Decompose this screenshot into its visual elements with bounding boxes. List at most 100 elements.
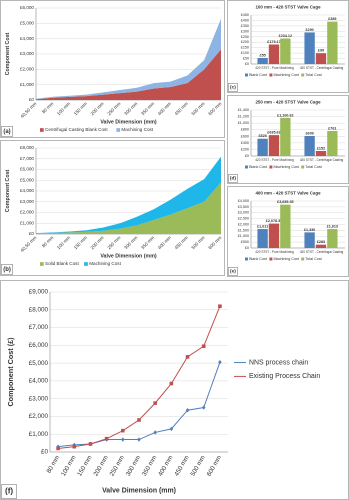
bar (257, 138, 268, 156)
legend-swatch (269, 257, 273, 261)
legend-swatch (40, 262, 44, 266)
y-tick-label: £8,000 (20, 145, 34, 150)
y-tick-label: £50 (243, 57, 249, 61)
y-tick-label: £4,000 (29, 378, 49, 385)
y-tick-label: £1,000 (20, 82, 34, 87)
y-tick-label: £250 (241, 35, 249, 39)
y-tick-label: £4,000 (20, 36, 34, 41)
y-tick-label: £6,000 (20, 5, 34, 10)
y-tick-label: £2,500 (238, 217, 249, 221)
panel-frame (0, 0, 225, 138)
marker (169, 426, 174, 432)
bar (327, 21, 338, 65)
y-tick-label: £150 (241, 46, 249, 50)
y-tick-label: £3,000 (20, 51, 34, 56)
bar (304, 32, 315, 64)
y-tick-label: £300 (241, 29, 249, 33)
y-tick-label: £4,000 (20, 188, 34, 193)
y-tick-label: £200 (241, 40, 249, 44)
marker (169, 381, 174, 386)
y-tick-label: £6,000 (29, 342, 49, 349)
bar (280, 38, 291, 64)
marker (153, 430, 157, 435)
y-tick-label: £6,000 (20, 167, 34, 172)
value-label: £635.62 (267, 131, 280, 135)
bar (315, 151, 327, 156)
marker (121, 428, 125, 433)
panel-label-box (1, 484, 17, 499)
area (36, 182, 221, 234)
y-tick-label: £4,000 (238, 199, 249, 203)
y-tick-label: £2,000 (20, 210, 34, 215)
y-tick-label: £1,000 (238, 234, 249, 238)
y-tick-label: £1,000 (29, 431, 49, 438)
value-label: £761 (328, 126, 336, 130)
y-tick-label: £2,000 (238, 222, 249, 226)
marker (218, 360, 222, 365)
legend-label: Total Cost (305, 257, 321, 261)
value-label: £290 (305, 28, 313, 32)
legend-swatch (301, 73, 305, 77)
y-tick-label: £400 (241, 141, 249, 145)
panel-label-box (1, 126, 13, 137)
y-tick-label: £9,000 (29, 289, 49, 296)
value-label: £525 (258, 134, 266, 138)
y-axis-title: Component Cost (£) (6, 337, 15, 407)
x-tick-label: 420 STST - Centrifugal Casting (300, 158, 344, 162)
x-tick-label: 420 STST - Pure Machining (255, 250, 294, 254)
marker (185, 355, 190, 359)
bar (304, 232, 315, 248)
panel-label: (b) (3, 267, 11, 273)
bar (268, 135, 280, 156)
bar (327, 130, 338, 156)
legend-swatch (301, 165, 305, 169)
bar (280, 204, 291, 248)
y-tick-label: £5,000 (29, 360, 49, 367)
marker (137, 418, 141, 422)
legend-label: Solid Blank Cost (45, 261, 79, 266)
y-tick-label: £0 (29, 97, 35, 102)
x-axis-title: Valve Dimension (mm) (102, 487, 176, 494)
value-label: £1,611 (257, 225, 268, 229)
x-tick-label: 420 STST - Pure Machining (255, 158, 294, 162)
y-axis-title: Component Cost (5, 32, 11, 75)
panel-label: (d) (230, 176, 237, 182)
legend-label: Total Cost (305, 165, 321, 169)
x-tick-label: 420 STST - Pure Machining (255, 66, 294, 70)
x-tick-label: 420 STST - Centrifugal Casting (300, 250, 344, 254)
y-tick-label: £3,000 (20, 199, 34, 204)
value-label: £234.12 (279, 34, 292, 38)
legend-label: NNS process chain (249, 359, 308, 366)
y-tick-label: £0 (245, 154, 249, 158)
value-label: £1,330 (304, 228, 315, 232)
bar (304, 135, 315, 156)
y-tick-label: £0 (29, 231, 35, 236)
area (36, 49, 221, 100)
panel-label: (c) (230, 85, 236, 91)
legend-label: Machining Cost (273, 257, 298, 261)
x-tick-label: 420 STST - Centrifugal Casting (300, 66, 344, 70)
y-tick-label: £600 (241, 134, 249, 138)
legend-label: Machining Cost (121, 127, 153, 132)
y-tick-label: £400 (241, 18, 249, 22)
panel-frame (0, 280, 349, 500)
value-label: £1,613 (327, 225, 338, 229)
y-tick-label: £450 (241, 13, 249, 17)
legend-swatch (245, 73, 248, 77)
panel-label-box (228, 174, 238, 183)
bar (315, 53, 327, 64)
bar (315, 244, 327, 248)
bar (268, 44, 280, 64)
y-tick-label: £5,000 (20, 177, 34, 182)
legend-swatch (245, 165, 248, 169)
y-tick-label: £200 (241, 147, 249, 151)
marker (56, 446, 60, 451)
y-tick-label: £0 (41, 449, 49, 456)
value-label: £389 (328, 17, 336, 21)
marker (121, 437, 125, 442)
legend-swatch (269, 73, 273, 77)
marker (218, 304, 222, 309)
y-tick-label: £3,500 (238, 205, 249, 209)
bar (257, 58, 268, 64)
